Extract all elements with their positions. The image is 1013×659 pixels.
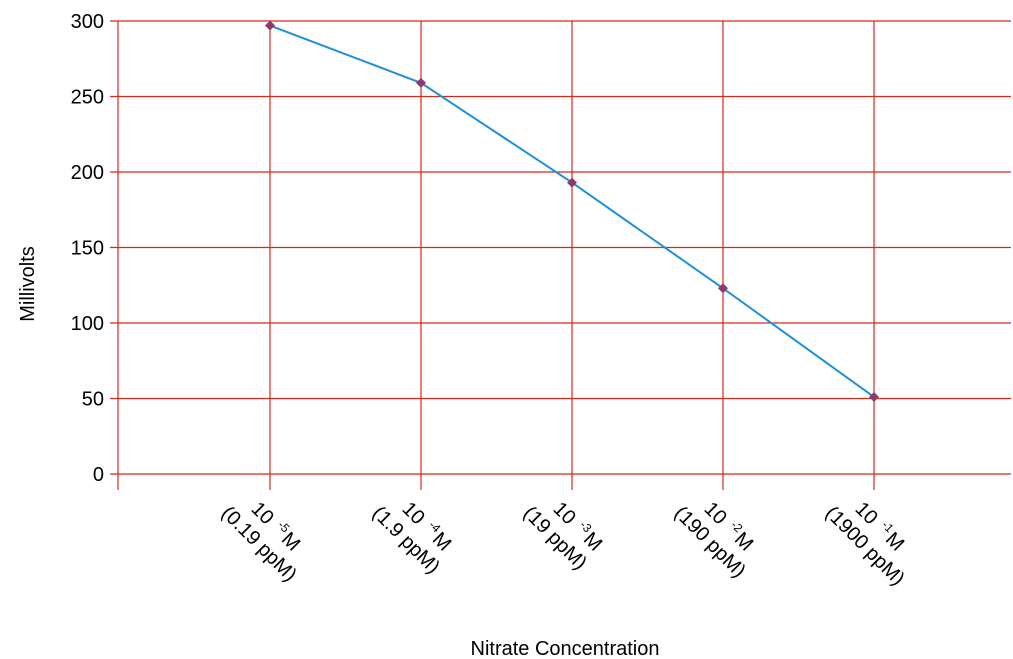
y-tick-label: 100 xyxy=(71,313,104,335)
data-point xyxy=(869,391,879,402)
data-point xyxy=(416,77,426,88)
x-tick-label: 10-2M(190 ppM) xyxy=(670,498,757,582)
y-axis-ticks: 0 50 100 150 200 250 300 xyxy=(71,11,104,486)
y-tick-label: 0 xyxy=(93,464,104,486)
x-tick-label: 10-4M(1.9 ppM) xyxy=(368,498,455,578)
y-tick-label: 200 xyxy=(71,162,104,184)
y-tick-label: 300 xyxy=(71,11,104,33)
data-markers xyxy=(265,20,879,402)
y-tick-label: 150 xyxy=(71,238,104,260)
data-point xyxy=(718,283,728,294)
y-tick-label: 250 xyxy=(71,87,104,109)
x-axis-ticks: 10-5M(0.19 ppM) 10-4M(1.9 ppM) 10-3M(19 pp… xyxy=(217,498,909,590)
x-axis-title: Nitrate Concentration xyxy=(471,638,660,659)
data-point xyxy=(567,177,577,188)
data-point xyxy=(265,20,275,31)
x-tick-label: 10-1M(1900 ppM) xyxy=(821,498,909,590)
x-tick-label: 10-5M(0.19 ppM) xyxy=(217,498,304,586)
grid xyxy=(110,20,1011,490)
y-tick-label: 50 xyxy=(82,389,104,411)
y-axis-title: Millivolts xyxy=(17,246,39,322)
x-tick-label: 10-3M(19 ppM) xyxy=(519,498,606,574)
